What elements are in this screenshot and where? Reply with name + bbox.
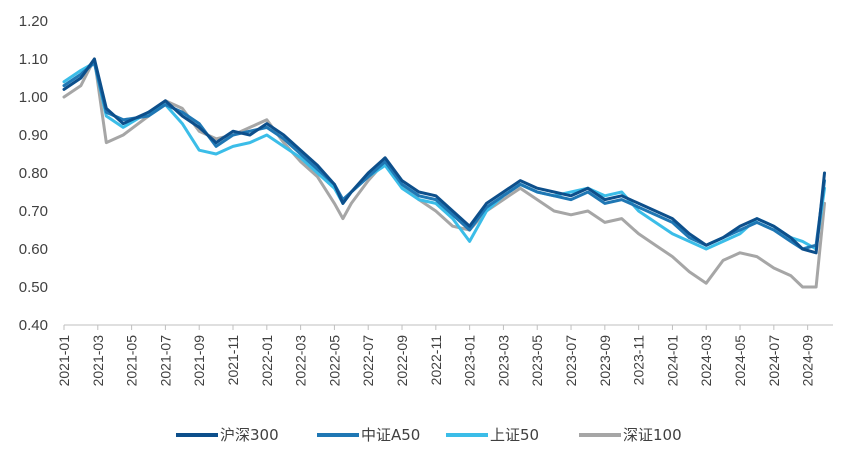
x-tick-label: 2023-01 bbox=[462, 335, 478, 387]
series-line-0 bbox=[62, 57, 826, 255]
x-tick-label: 2022-07 bbox=[360, 335, 376, 387]
x-tick-label: 2022-03 bbox=[293, 335, 309, 387]
x-axis: 2021-01 2021-03 2021-05 2021-07 2021-09 2021-… bbox=[56, 324, 833, 387]
y-tick-label: 0.80 bbox=[19, 165, 48, 182]
y-tick-label: 0.60 bbox=[19, 241, 48, 258]
x-tick-label: 2023-07 bbox=[563, 335, 579, 387]
series-line-1 bbox=[62, 61, 826, 251]
x-tick-label: 2024-09 bbox=[800, 335, 816, 387]
x-tick-label: 2021-03 bbox=[90, 335, 106, 387]
series-line-3 bbox=[62, 57, 826, 289]
x-tick-label: 2022-01 bbox=[259, 335, 275, 387]
x-tick-label: 2022-09 bbox=[394, 335, 410, 387]
x-tick-label: 2021-05 bbox=[124, 335, 140, 387]
x-tick-label: 2024-05 bbox=[732, 335, 748, 387]
legend-label: 中证A50 bbox=[361, 426, 420, 444]
y-tick-label: 0.40 bbox=[19, 317, 48, 334]
legend-label: 深证100 bbox=[623, 426, 682, 444]
x-tick-label: 2021-07 bbox=[157, 335, 173, 387]
series-line-2 bbox=[62, 61, 826, 251]
x-tick-label: 2022-05 bbox=[326, 335, 342, 387]
x-tick-label: 2021-09 bbox=[191, 335, 207, 387]
legend-label: 上证50 bbox=[490, 426, 539, 444]
legend-label: 沪深300 bbox=[220, 426, 279, 444]
x-tick-label: 2024-07 bbox=[766, 335, 782, 387]
y-tick-label: 1.00 bbox=[19, 89, 48, 106]
x-tick-label: 2023-03 bbox=[495, 335, 511, 387]
y-tick-label: 1.10 bbox=[19, 51, 48, 68]
y-tick-label: 0.50 bbox=[19, 279, 48, 296]
x-tick-label: 2023-05 bbox=[529, 335, 545, 387]
x-tick-label: 2022-11 bbox=[428, 335, 444, 386]
y-tick-label: 0.90 bbox=[19, 127, 48, 144]
x-tick-label: 2024-01 bbox=[664, 335, 680, 387]
x-tick-label: 2023-11 bbox=[631, 335, 647, 386]
x-tick-label: 2024-03 bbox=[698, 335, 714, 387]
y-axis-ticks: 0.40 0.50 0.60 0.70 0.80 0.90 1.00 1.10 1.20 bbox=[19, 13, 48, 334]
y-tick-label: 0.70 bbox=[19, 203, 48, 220]
x-tick-label: 2021-11 bbox=[225, 335, 241, 386]
x-tick-label: 2021-01 bbox=[56, 335, 72, 387]
x-tick-label: 2023-09 bbox=[597, 335, 613, 387]
legend: 沪深300 中证A50 上证50 深证100 bbox=[176, 426, 682, 444]
series-group bbox=[62, 57, 826, 289]
y-tick-label: 1.20 bbox=[19, 13, 48, 30]
